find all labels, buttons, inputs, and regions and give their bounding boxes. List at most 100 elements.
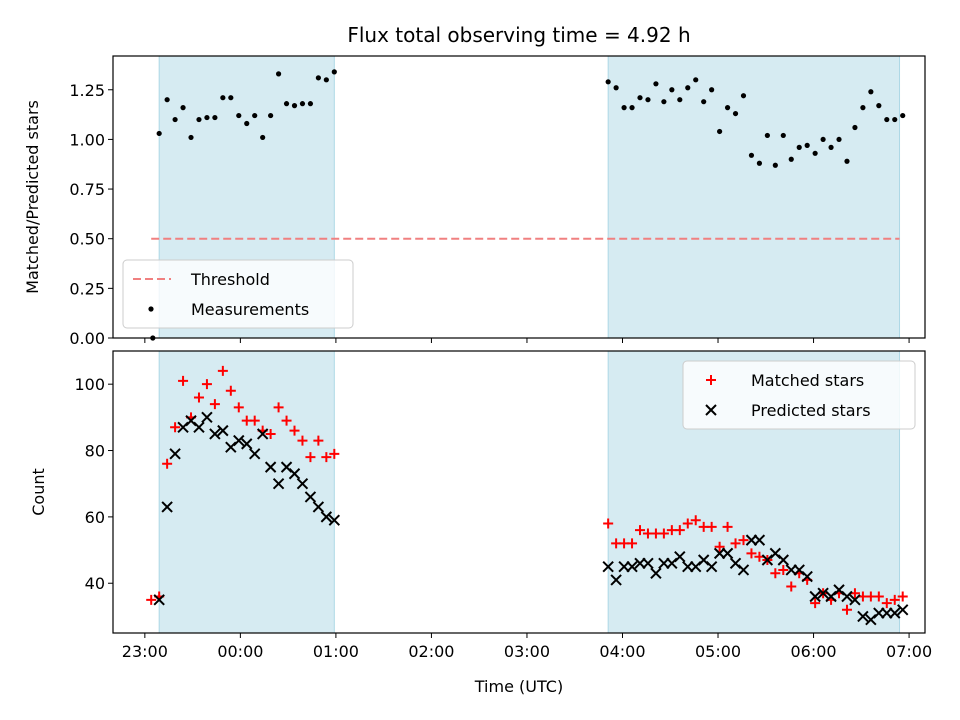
data-point <box>685 85 691 91</box>
data-point <box>801 570 813 583</box>
data-point <box>658 528 669 539</box>
data-point <box>321 452 332 463</box>
data-point <box>748 152 755 158</box>
data-point <box>217 424 229 437</box>
data-point <box>283 101 290 107</box>
data-point <box>193 421 205 434</box>
data-point <box>714 541 725 552</box>
data-point <box>737 564 750 576</box>
data-point <box>841 604 852 615</box>
data-point <box>669 87 675 93</box>
data-point <box>313 435 324 446</box>
data-point <box>650 567 662 579</box>
legend-box <box>122 259 354 329</box>
data-point <box>809 590 821 603</box>
data-point <box>780 132 786 139</box>
data-point <box>682 518 693 529</box>
count-points <box>146 365 909 626</box>
data-point <box>196 116 202 123</box>
data-point <box>709 87 715 93</box>
y-tick-label: 0.25 <box>69 279 105 298</box>
data-point <box>296 477 309 490</box>
data-point <box>249 415 260 426</box>
chart-title: Flux total observing time = 4.92 h <box>347 23 690 47</box>
data-point <box>288 468 301 480</box>
data-point <box>777 554 790 566</box>
data-point <box>305 452 316 463</box>
legend-marker <box>705 404 717 416</box>
data-point <box>717 128 723 135</box>
data-point <box>841 590 853 603</box>
data-point <box>169 448 181 460</box>
data-point <box>244 120 250 127</box>
data-point <box>738 535 749 546</box>
data-point <box>892 116 898 123</box>
x-tick-label: 06:00 <box>790 642 836 661</box>
data-point <box>860 105 866 111</box>
legend-label: Predicted stars <box>751 401 871 420</box>
data-point <box>275 71 282 77</box>
data-point <box>307 101 314 107</box>
data-point <box>730 538 741 549</box>
data-point <box>732 110 739 117</box>
data-point <box>233 434 245 447</box>
ratio-panel: 0.00 0.25 0.50 0.75 1.00 1.25 Matched/Predict… <box>23 55 926 348</box>
data-point <box>273 402 284 413</box>
data-point <box>812 150 818 156</box>
data-point <box>629 105 635 111</box>
data-point <box>164 97 170 103</box>
data-point <box>849 594 861 606</box>
x-tick-label: 03:00 <box>504 642 550 661</box>
ratio-panel-x-ticks <box>144 338 910 343</box>
data-point <box>690 515 701 526</box>
series-measurements <box>150 69 906 341</box>
data-point <box>770 568 781 579</box>
data-point <box>701 99 707 105</box>
data-point <box>312 501 325 513</box>
count-panel: 23:00 00:00 01:00 02:00 03:00 04:00 05:00 06:00… <box>29 350 932 661</box>
data-point <box>653 81 659 87</box>
data-point <box>603 518 614 529</box>
y-tick-label: 80 <box>85 442 105 461</box>
x-tick-label: 01:00 <box>313 642 359 661</box>
data-point <box>788 156 794 162</box>
ratio-panel-legend: Threshold Measurements <box>122 259 354 329</box>
y-tick-label: 1.25 <box>69 81 105 100</box>
count-panel-legend: Matched stars Predicted stars <box>682 360 916 430</box>
data-point <box>705 560 718 573</box>
shaded-interval-2 <box>607 55 901 339</box>
data-point <box>320 511 333 523</box>
data-point <box>722 521 733 532</box>
data-point <box>299 101 306 107</box>
data-point <box>248 448 261 460</box>
data-point <box>281 415 292 426</box>
data-point <box>264 461 277 473</box>
data-point <box>778 564 789 575</box>
data-point <box>201 411 213 424</box>
data-point <box>677 97 683 103</box>
legend-box <box>682 360 916 430</box>
series-predicted-stars <box>153 411 909 626</box>
x-tick-label: 07:00 <box>886 642 932 661</box>
data-point <box>172 116 178 123</box>
data-point <box>193 392 204 403</box>
x-axis-label: Time (UTC) <box>474 677 563 696</box>
data-point <box>178 375 189 386</box>
data-point <box>605 79 611 85</box>
data-point <box>180 105 186 111</box>
ratio-panel-y-ticks: 0.00 0.25 0.50 0.75 1.00 1.25 <box>69 81 113 348</box>
data-point <box>724 105 731 111</box>
data-point <box>289 425 300 436</box>
data-point <box>804 142 810 148</box>
data-point <box>170 422 181 433</box>
data-point <box>265 428 276 439</box>
data-point <box>873 591 884 602</box>
data-point <box>146 594 157 605</box>
data-point <box>796 144 802 150</box>
data-point <box>642 557 654 570</box>
legend-label: Measurements <box>191 300 309 319</box>
data-point <box>217 365 228 376</box>
legend-label: Threshold <box>190 270 270 289</box>
y-tick-label: 100 <box>74 375 105 394</box>
